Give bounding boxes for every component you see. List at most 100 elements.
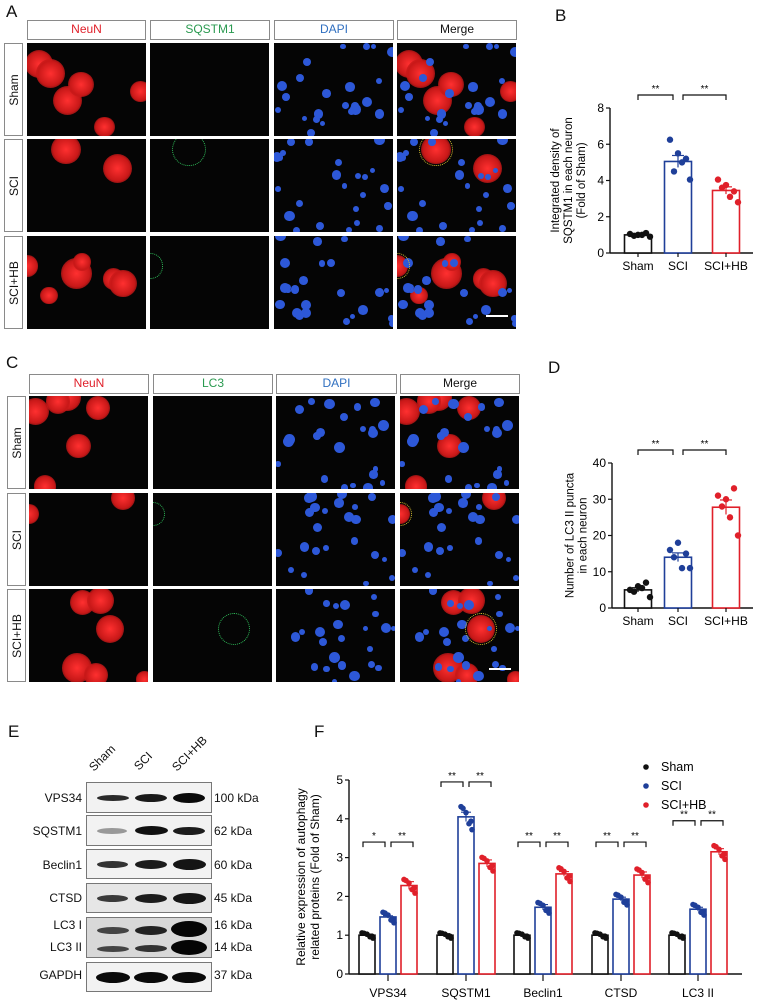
data-point [701,912,707,918]
column-header-sqstm1: SQSTM1 [150,20,270,40]
micrograph-sham-neun [29,396,148,489]
micrograph-sci-marker [153,493,272,586]
blot-sqstm1 [86,815,212,846]
legend-label: Sham [661,760,694,774]
bar-VPS34-SCI+HB [400,884,418,975]
column-header-merge: Merge [397,20,517,40]
bar-CTSD-SCI [612,898,630,975]
micrograph-sham-neun [27,43,146,136]
blot-label-gapdh: GAPDH [39,968,82,982]
column-header-label: DAPI [319,22,348,36]
data-point [714,176,722,183]
micrograph-sham-dapi [276,396,395,489]
data-point [594,930,600,937]
bar-SCI+HB [711,506,741,609]
y-tick-label: 0 [599,601,606,615]
kda-gapdh: 37 kDa [214,968,253,982]
y-axis-title-line: related proteins (Fold of Sham) [308,794,322,959]
micrograph-sci-neun [29,493,148,586]
significance-bracket [517,841,541,848]
y-tick-label: 5 [336,773,343,787]
column-header-label: LC3 [201,376,224,390]
panel-letter-f: F [314,722,325,741]
significance-bracket [637,449,674,455]
x-tick-label: Sham [622,614,653,628]
micrograph-scihb-neun [29,589,148,682]
bar-SQSTM1-SCI [457,816,475,975]
row-label-scihb: SCI+HB [7,589,26,682]
panel-letter-b: B [555,6,567,25]
column-header-label: SQSTM1 [185,22,235,36]
bar-Beclin1-SCI+HB [555,873,573,975]
y-tick-label: 3 [336,851,343,865]
column-header-neun: NeuN [27,20,146,40]
scale-bar [489,668,511,670]
column-header-label: NeuN [73,376,105,390]
data-point [516,930,522,937]
lane-label-sham: Sham [86,741,119,774]
data-point [730,485,738,492]
significance-bracket [682,449,727,455]
x-tick-label: LC3 II [682,986,714,1000]
row-label-text: SCI [9,529,24,550]
y-axis-title-line: Relative expression of autophagy [294,788,308,965]
data-point [722,856,728,863]
micrograph-scihb-dapi [274,236,393,329]
bar-LC3 II-SCI [689,908,707,975]
significance-bracket [700,820,724,826]
data-point [638,231,646,239]
data-point [646,233,654,240]
data-point [680,935,686,941]
data-point [537,900,543,907]
significance-label: ** [708,810,716,821]
significance-label: ** [701,84,709,95]
blot-label-lc3ii: LC3 II [49,940,82,954]
micrograph-scihb-merge [400,589,519,682]
micrograph-scihb-merge [397,236,516,329]
data-point [490,868,496,874]
y-tick-label: 0 [597,246,604,260]
kda-lc3i: 16 kDa [214,918,253,932]
column-header-merge: Merge [400,374,520,394]
x-tick-label: SCI [668,259,688,273]
data-point [722,496,730,503]
chart-d: 0 10 20 30 40 Sham SCI SCI+HB ** ** Number of LC3 … [565,439,753,628]
x-tick-label: Beclin1 [523,986,563,1000]
significance-bracket [468,781,492,787]
column-header-label: NeuN [71,22,102,36]
blot-label-sqstm1: SQSTM1 [32,824,82,838]
row-label-sci: SCI [7,493,26,586]
x-tick-label: CTSD [605,986,638,1000]
data-point [567,878,573,885]
significance-label: ** [525,831,533,842]
data-point [678,564,686,572]
chart-b: 0 2 4 6 8 Sham SCI SCI+HB ** ** Integrated density… [550,84,753,273]
y-axis-title: Relative expression of autophagy related … [294,788,322,965]
data-point [671,930,677,937]
data-point [718,184,726,191]
significance-bracket [623,841,647,848]
y-tick-label: 4 [336,812,343,826]
legend-marker-Sham [643,764,649,770]
data-point [403,877,409,884]
significance-label: ** [680,810,688,821]
row-label-text: Sham [9,426,24,459]
kda-ctsd: 45 kDa [214,891,253,905]
micrograph-scihb-dapi [276,589,395,682]
blot-gapdh [86,962,212,992]
legend-marker-SCI+HB [643,802,649,808]
significance-bracket [595,841,619,848]
data-point [666,136,674,143]
y-tick-label: 8 [597,101,604,115]
lane-label-sci: SCI [131,748,156,773]
bar-LC3 II-Sham [668,934,686,975]
data-point [460,805,466,812]
x-tick-label: VPS34 [369,986,407,1000]
kda-lc3ii: 14 kDa [214,940,253,954]
data-point [370,935,376,941]
column-header-label: Merge [442,376,477,390]
row-label-text: SCI [6,175,21,196]
significance-bracket [637,94,674,100]
y-tick-label: 30 [593,492,607,506]
data-point [469,826,475,833]
